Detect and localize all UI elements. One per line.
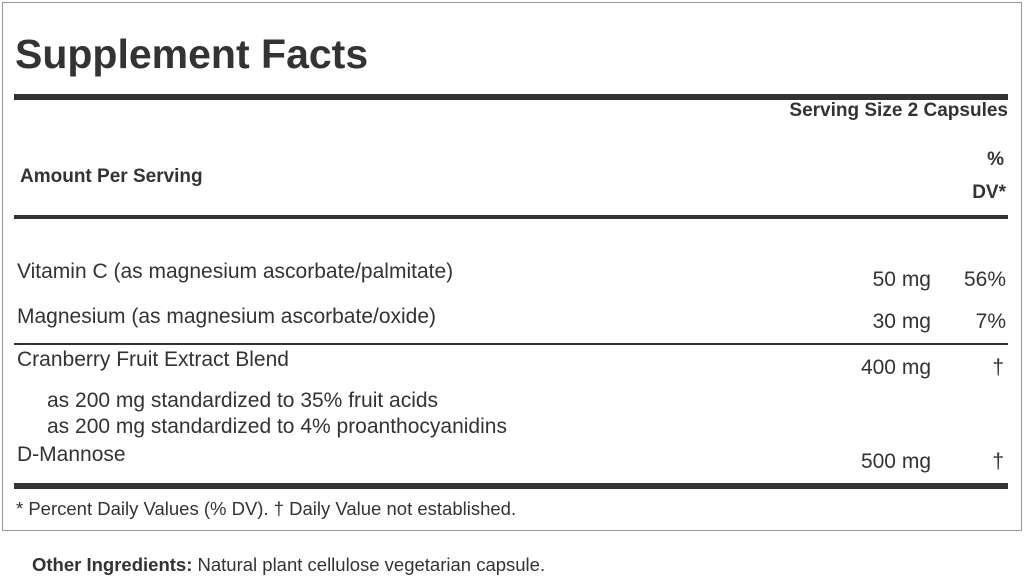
- serving-size: Serving Size 2 Capsules: [789, 100, 1008, 121]
- other-ingredients-label: Other Ingredients:: [32, 554, 193, 575]
- nutrient-name: Vitamin C (as magnesium ascorbate/palmit…: [17, 260, 454, 283]
- footnote: * Percent Daily Values (% DV). † Daily V…: [16, 498, 517, 519]
- nutrient-subline: as 200 mg standardized to 4% proanthocya…: [47, 415, 507, 438]
- other-ingredients: Other Ingredients: Natural plant cellulo…: [32, 554, 546, 575]
- nutrient-amount: 500 mg: [860, 450, 931, 473]
- dv-header-line1: %: [987, 149, 1004, 170]
- nutrient-subline: as 200 mg standardized to 35% fruit acid…: [47, 389, 439, 412]
- nutrient-dv: 7%: [975, 310, 1006, 333]
- header-divider: [14, 215, 1008, 219]
- nutrient-dv: †: [992, 356, 1004, 379]
- dv-header-line2: DV*: [972, 182, 1006, 203]
- panel-title: Supplement Facts: [15, 31, 369, 77]
- amount-per-serving-label: Amount Per Serving: [20, 166, 203, 187]
- thick-divider: [14, 94, 1008, 100]
- nutrient-name: Magnesium (as magnesium ascorbate/oxide): [17, 305, 437, 328]
- nutrient-amount: 400 mg: [860, 356, 931, 379]
- thick-divider: [14, 483, 1008, 489]
- nutrient-amount: 50 mg: [872, 268, 931, 291]
- nutrient-name: Cranberry Fruit Extract Blend: [17, 348, 289, 371]
- supplement-facts-panel: [2, 2, 1022, 531]
- nutrient-name: D-Mannose: [17, 443, 126, 466]
- other-ingredients-text: Natural plant cellulose vegetarian capsu…: [192, 554, 546, 575]
- section-divider: [14, 343, 1008, 345]
- nutrient-amount: 30 mg: [872, 310, 931, 333]
- nutrient-dv: 56%: [963, 268, 1006, 291]
- nutrient-dv: †: [992, 450, 1004, 473]
